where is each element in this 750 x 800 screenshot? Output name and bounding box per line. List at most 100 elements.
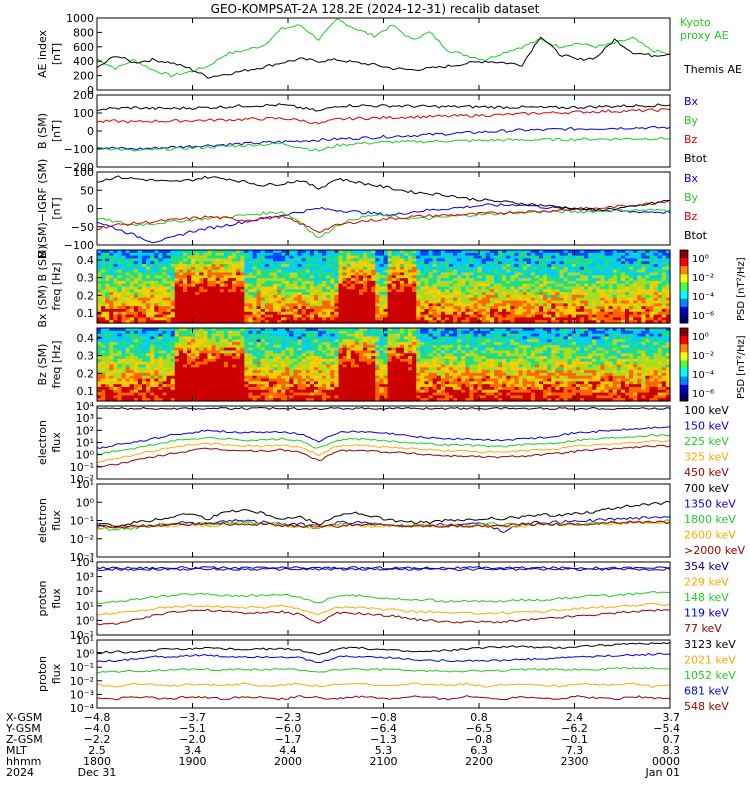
spectrogram-cell <box>187 264 192 268</box>
spectrogram-cell <box>293 311 299 316</box>
spectrogram-cell <box>637 314 642 318</box>
spectrogram-cell <box>227 261 233 265</box>
spectrogram-cell <box>297 289 303 293</box>
spectrogram-cell <box>150 297 155 302</box>
spectrogram-cell <box>604 303 610 307</box>
spectrogram-cell <box>371 308 376 313</box>
spectrogram-cell <box>166 303 172 307</box>
spectrogram-cell <box>461 283 466 288</box>
spectrogram-cell <box>256 292 262 296</box>
spectrogram-cell <box>162 286 168 290</box>
spectrogram-cell <box>571 275 577 279</box>
spectrogram-cell <box>313 289 319 293</box>
spectrogram-cell <box>494 280 499 285</box>
spectrogram-cell <box>178 275 184 279</box>
spectrogram-cell <box>121 328 127 332</box>
spectrogram-cell <box>665 278 671 282</box>
spectrogram-cell <box>522 317 528 321</box>
spectrogram-cell <box>293 292 299 296</box>
spectrogram-cell <box>170 272 176 276</box>
spectrogram-cell <box>346 286 352 290</box>
spectrogram-cell <box>146 250 151 254</box>
spectrogram-cell <box>150 311 155 316</box>
spectrogram-cell <box>178 283 184 288</box>
spectrogram-cell <box>252 314 258 318</box>
spectrogram-cell <box>436 255 442 260</box>
spectrogram-cell <box>539 280 544 285</box>
spectrogram-cell <box>624 258 630 262</box>
spectrogram-cell <box>637 278 642 282</box>
spectrogram-cell <box>174 384 180 388</box>
spectrogram-cell <box>101 292 106 296</box>
spectrogram-cell <box>363 297 368 302</box>
spectrogram-cell <box>281 272 286 276</box>
spectrogram-cell <box>367 314 372 318</box>
spectrogram-cell <box>277 350 282 354</box>
bsmigrf-ylabel: B (SM)−IGRF (SM) <box>36 159 49 259</box>
spectrogram-cell <box>195 358 200 363</box>
spectrogram-cell <box>408 317 413 321</box>
spectrogram-cell <box>142 250 147 254</box>
spectrogram-cell <box>624 289 630 293</box>
spectrogram-cell <box>178 320 184 324</box>
spectrogram-cell <box>453 255 458 260</box>
spectrogram-cell <box>579 258 585 262</box>
spectrogram-cell <box>260 330 266 335</box>
spectrogram-cell <box>154 255 159 260</box>
spectrogram-cell <box>191 339 196 343</box>
spectrogram-cell <box>444 283 450 288</box>
spectrogram-cell <box>633 255 638 260</box>
spectrogram-cell <box>301 275 307 279</box>
spectrogram-cell <box>268 364 274 368</box>
legend-bsm-3: Btot <box>684 152 708 165</box>
spectrogram-cell <box>227 336 233 340</box>
spectrogram-cell <box>313 306 319 310</box>
spectrogram-cell <box>461 264 466 268</box>
spectrogram-cell <box>461 255 466 260</box>
spectrogram-cell <box>379 297 385 302</box>
spectrogram-cell <box>645 311 651 316</box>
spectrogram-cell <box>326 303 331 307</box>
spectrogram-cell <box>215 384 221 388</box>
spectrogram-cell <box>109 292 114 296</box>
spectrogram-cell <box>101 278 106 282</box>
spectrogram-cell <box>199 350 205 354</box>
spectrogram-cell <box>641 250 647 254</box>
spectrogram-cell <box>457 308 462 313</box>
spectrogram-cell <box>416 289 421 293</box>
spectrogram-cell <box>633 269 638 274</box>
spectrogram-cell <box>477 306 483 310</box>
spectrogram-cell <box>371 306 376 310</box>
spectrogram-cell <box>256 395 262 399</box>
spectrogram-cell <box>395 278 401 282</box>
spectrogram-cell <box>236 386 241 391</box>
spectrogram-cell <box>358 303 364 307</box>
spectrogram-cell <box>227 320 233 324</box>
spectrogram-cell <box>477 280 483 285</box>
spectrogram-cell <box>264 297 270 302</box>
spectrogram-cell <box>465 311 471 316</box>
spectrogram-cell <box>330 250 335 254</box>
spectrogram-cell <box>272 272 278 276</box>
spectrogram-cell <box>334 286 340 290</box>
spectrogram-cell <box>420 278 426 282</box>
spectrogram-cell <box>256 250 262 254</box>
spectrogram-cell <box>178 370 184 374</box>
spectrogram-cell <box>174 392 180 396</box>
spectrogram-cell <box>101 367 106 371</box>
spectrogram-cell <box>256 286 262 290</box>
spectrogram-cell <box>539 250 544 254</box>
spectrogram-cell <box>510 311 516 316</box>
spectrogram-cell <box>121 336 127 340</box>
spectrogram-cell <box>387 278 393 282</box>
spectrogram-cell <box>146 386 151 391</box>
spectrogram-cell <box>178 280 184 285</box>
spectrogram-cell <box>285 286 290 290</box>
spectrogram-cell <box>408 252 413 257</box>
spectrogram-cell <box>592 303 597 307</box>
bxspec-spectrogram <box>97 250 671 324</box>
spectrogram-cell <box>428 303 434 307</box>
spectrogram-cell <box>661 294 667 299</box>
spectrogram-cell <box>489 303 495 307</box>
spectrogram-cell <box>616 278 622 282</box>
